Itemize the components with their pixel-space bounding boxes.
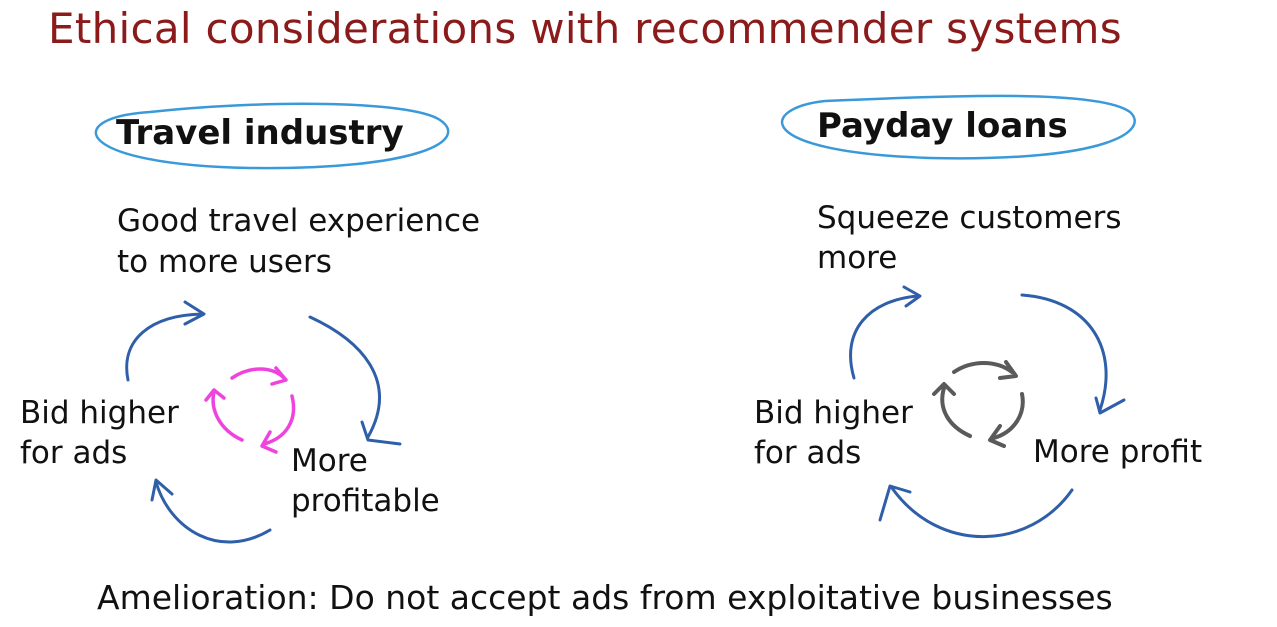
arrow-left-to-top-head: [902, 285, 922, 308]
arrow-left-to-top: [125, 312, 205, 382]
payday-heading-ellipse: [780, 94, 1136, 160]
arrow-top-to-right: [1020, 293, 1108, 412]
page-title: Ethical considerations with recommender …: [48, 4, 1122, 53]
arrow-right-to-left: [154, 480, 272, 544]
arrow-left-to-top: [849, 294, 920, 380]
payday-left-label-line1: Bid higher: [754, 395, 913, 431]
arrow-left-to-top-head: [183, 300, 206, 326]
payday-loop-arrows: [849, 285, 1126, 539]
travel-industry-heading: Travel industry: [116, 113, 404, 153]
arrow-top-to-right: [308, 315, 381, 439]
payday-loans-heading: Payday loans: [817, 106, 1068, 146]
travel-loop-arrows: [125, 300, 402, 544]
payday-top-label-line2: more: [817, 240, 898, 276]
payday-left-label-line2: for ads: [754, 435, 862, 471]
travel-top-label-line2: to more users: [117, 244, 332, 280]
arrow-right-to-left-head: [878, 484, 912, 522]
arrow-right-to-left: [890, 486, 1074, 539]
arrow-top-to-right-head: [1094, 396, 1126, 415]
travel-right-label-line1: More: [291, 443, 368, 479]
arrow-right-to-left-head: [150, 478, 174, 502]
travel-top-label-line1: Good travel experience: [117, 203, 481, 239]
travel-right-label-line2: profitable: [291, 483, 440, 519]
arrow-top-to-right-head: [360, 420, 402, 446]
amelioration-footer: Amelioration: Do not accept ads from exp…: [97, 578, 1113, 617]
payday-right-label-line1: More profit: [1033, 434, 1203, 470]
refresh-cycle-icon-gray: [932, 360, 1025, 448]
refresh-cycle-icon-pink: [204, 366, 296, 454]
travel-heading-ellipse: [94, 102, 450, 170]
payday-top-label-line1: Squeeze customers: [817, 200, 1122, 236]
travel-left-label-line2: for ads: [20, 435, 128, 471]
travel-left-label-line1: Bid higher: [20, 395, 179, 431]
